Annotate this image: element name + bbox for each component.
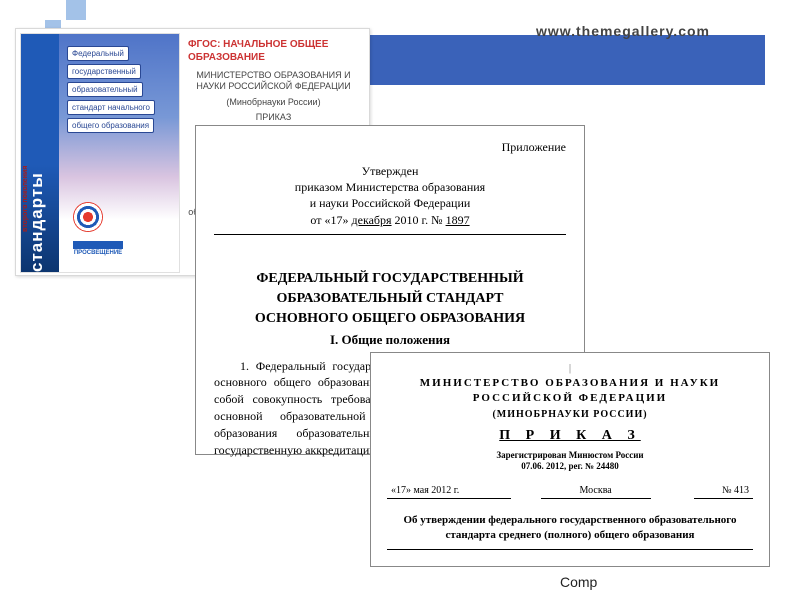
cell-number: № 413 (694, 483, 753, 499)
divider (214, 234, 566, 235)
cover-tab: образовательный (67, 82, 143, 97)
prikaz-about: Об утверждении федерального государствен… (387, 513, 753, 543)
doc-subtitle: I. Общие положения (214, 332, 566, 348)
deco-square (66, 0, 86, 20)
panel-header: ФГОС: НАЧАЛЬНОЕ ОБЩЕЕ ОБРАЗОВАНИЕ (188, 39, 359, 64)
panel-short: (Минобрнауки России) (188, 97, 359, 108)
spine-sub1: второго (22, 205, 29, 232)
spine-title: стандарты (27, 172, 47, 272)
cover-spine: стандарты второго поколения (21, 34, 59, 272)
ministry-short: (МИНОБРНАУКИ РОССИИ) (387, 409, 753, 420)
cover-tab: Федеральный (67, 46, 129, 61)
approved-l1: Утвержден (214, 163, 566, 179)
approved-block: Утвержден приказом Министерства образова… (214, 163, 566, 228)
panel-ministry: МИНИСТЕРСТВО ОБРАЗОВАНИЯ И НАУКИ РОССИЙС… (188, 70, 359, 93)
publisher-name: ПРОСВЕЩЕНИЕ (73, 241, 123, 256)
book-cover: стандарты второго поколения Федеральный … (20, 33, 180, 273)
meta-table: «17» мая 2012 г. Москва № 413 (387, 483, 753, 499)
cover-tab: государственный (67, 64, 141, 79)
spine-sub2: поколения (22, 166, 29, 203)
prikaz-heading: П Р И К А З (387, 428, 753, 444)
page-marker: | (387, 363, 753, 374)
approved-l4: от «17» декабря 2010 г. № 1897 (214, 212, 566, 228)
cover-tab: общего образования (67, 118, 154, 133)
cell-date: «17» мая 2012 г. (387, 483, 511, 499)
site-url: www.themegallery.com (536, 23, 710, 39)
panel-order: ПРИКАЗ (188, 112, 359, 123)
cover-tab: стандарт начального (67, 100, 155, 115)
cover-face: Федеральный государственный образователь… (59, 34, 179, 272)
cell-city: Москва (541, 483, 651, 499)
doc-title: ФЕДЕРАЛЬНЫЙ ГОСУДАРСТВЕННЫЙ ОБРАЗОВАТЕЛЬ… (214, 269, 566, 330)
ministry-title: МИНИСТЕРСТВО ОБРАЗОВАНИЯ И НАУКИ РОССИЙС… (387, 376, 753, 407)
approved-l2: приказом Министерства образования (214, 179, 566, 195)
footer-fragment: Comp (560, 574, 597, 590)
approved-l3: и науки Российской Федерации (214, 195, 566, 211)
publisher-logo-icon (73, 202, 103, 232)
document-prikaz-2012: | МИНИСТЕРСТВО ОБРАЗОВАНИЯ И НАУКИ РОССИ… (370, 352, 770, 567)
appendix-label: Приложение (214, 140, 566, 155)
registration-block: Зарегистрирован Минюстом России 07.06. 2… (387, 450, 753, 473)
divider (387, 549, 753, 550)
